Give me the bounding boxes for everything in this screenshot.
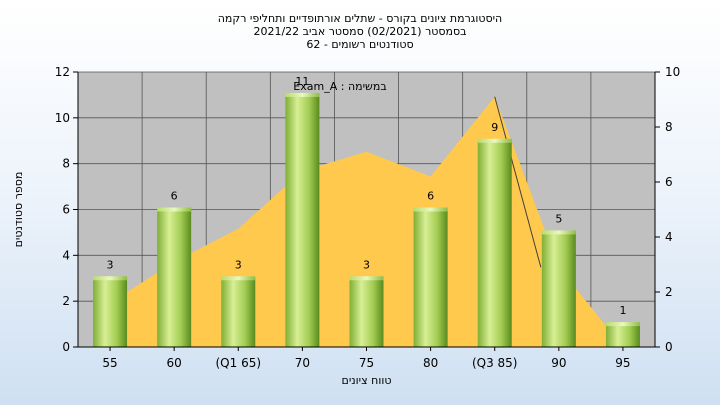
chart-title-line-1: היסטוגרמת ציונים בקורס - שתלים אורתופדיי…	[217, 12, 503, 25]
legend-label: Exam_A : במשימה	[293, 80, 386, 93]
y-tick-label: 12	[55, 65, 70, 79]
bar	[221, 278, 256, 347]
bar-value-label: 5	[555, 212, 562, 225]
x-tick-label: 70	[295, 356, 310, 370]
bar-top	[93, 276, 128, 281]
bar	[477, 140, 512, 347]
y-axis-title: מספר סטודנטים	[12, 172, 25, 248]
x-tick-label: (Q3 85)	[472, 356, 518, 370]
y2-tick-label: 10	[665, 65, 680, 79]
x-tick-label: 80	[423, 356, 438, 370]
bar-value-label: 1	[619, 304, 626, 317]
x-tick-label: 90	[551, 356, 566, 370]
y2-tick-label: 0	[665, 340, 673, 354]
y2-tick-label: 2	[665, 285, 673, 299]
bar	[93, 278, 128, 347]
bar-top	[541, 230, 576, 235]
y2-tick-label: 4	[665, 230, 673, 244]
y-tick-label: 0	[62, 340, 70, 354]
bar-value-label: 3	[235, 258, 242, 271]
x-tick-label: 55	[102, 356, 117, 370]
y-tick-label: 2	[62, 294, 70, 308]
x-tick-label: 75	[359, 356, 374, 370]
bar-top	[285, 92, 320, 97]
bar	[605, 324, 640, 347]
y2-tick-label: 8	[665, 120, 673, 134]
bar-value-label: 11	[295, 75, 309, 88]
bar-value-label: 3	[363, 258, 370, 271]
x-tick-label: 95	[615, 356, 630, 370]
x-tick-label: 60	[167, 356, 182, 370]
x-tick-label: (Q1 65)	[216, 356, 262, 370]
bar-top	[477, 138, 512, 143]
bar-value-label: 6	[427, 190, 434, 203]
bar-top	[349, 276, 384, 281]
y-tick-label: 8	[62, 157, 70, 171]
bar-value-label: 3	[107, 258, 114, 271]
chart-title-line-2: בסמסטר (02/2021) סמסטר אביב 2021/22	[253, 25, 467, 38]
bar-top	[157, 207, 192, 212]
bar-top	[221, 276, 256, 281]
chart-title-line-3: סטודנטים רשומים - 62	[306, 38, 414, 51]
y-tick-label: 4	[62, 248, 70, 262]
bar	[157, 209, 192, 347]
x-axis-title: טווח ציונים	[342, 374, 392, 387]
y-tick-label: 10	[55, 111, 70, 125]
trend-line	[494, 96, 542, 268]
bar	[285, 94, 320, 348]
bar-top	[413, 207, 448, 212]
bar	[413, 209, 448, 347]
bar-top	[605, 322, 640, 327]
bar	[349, 278, 384, 347]
y2-tick-label: 6	[665, 175, 673, 189]
y-tick-label: 6	[62, 203, 70, 217]
bar-value-label: 6	[171, 190, 178, 203]
bar	[541, 232, 576, 347]
bar-value-label: 9	[491, 121, 498, 134]
